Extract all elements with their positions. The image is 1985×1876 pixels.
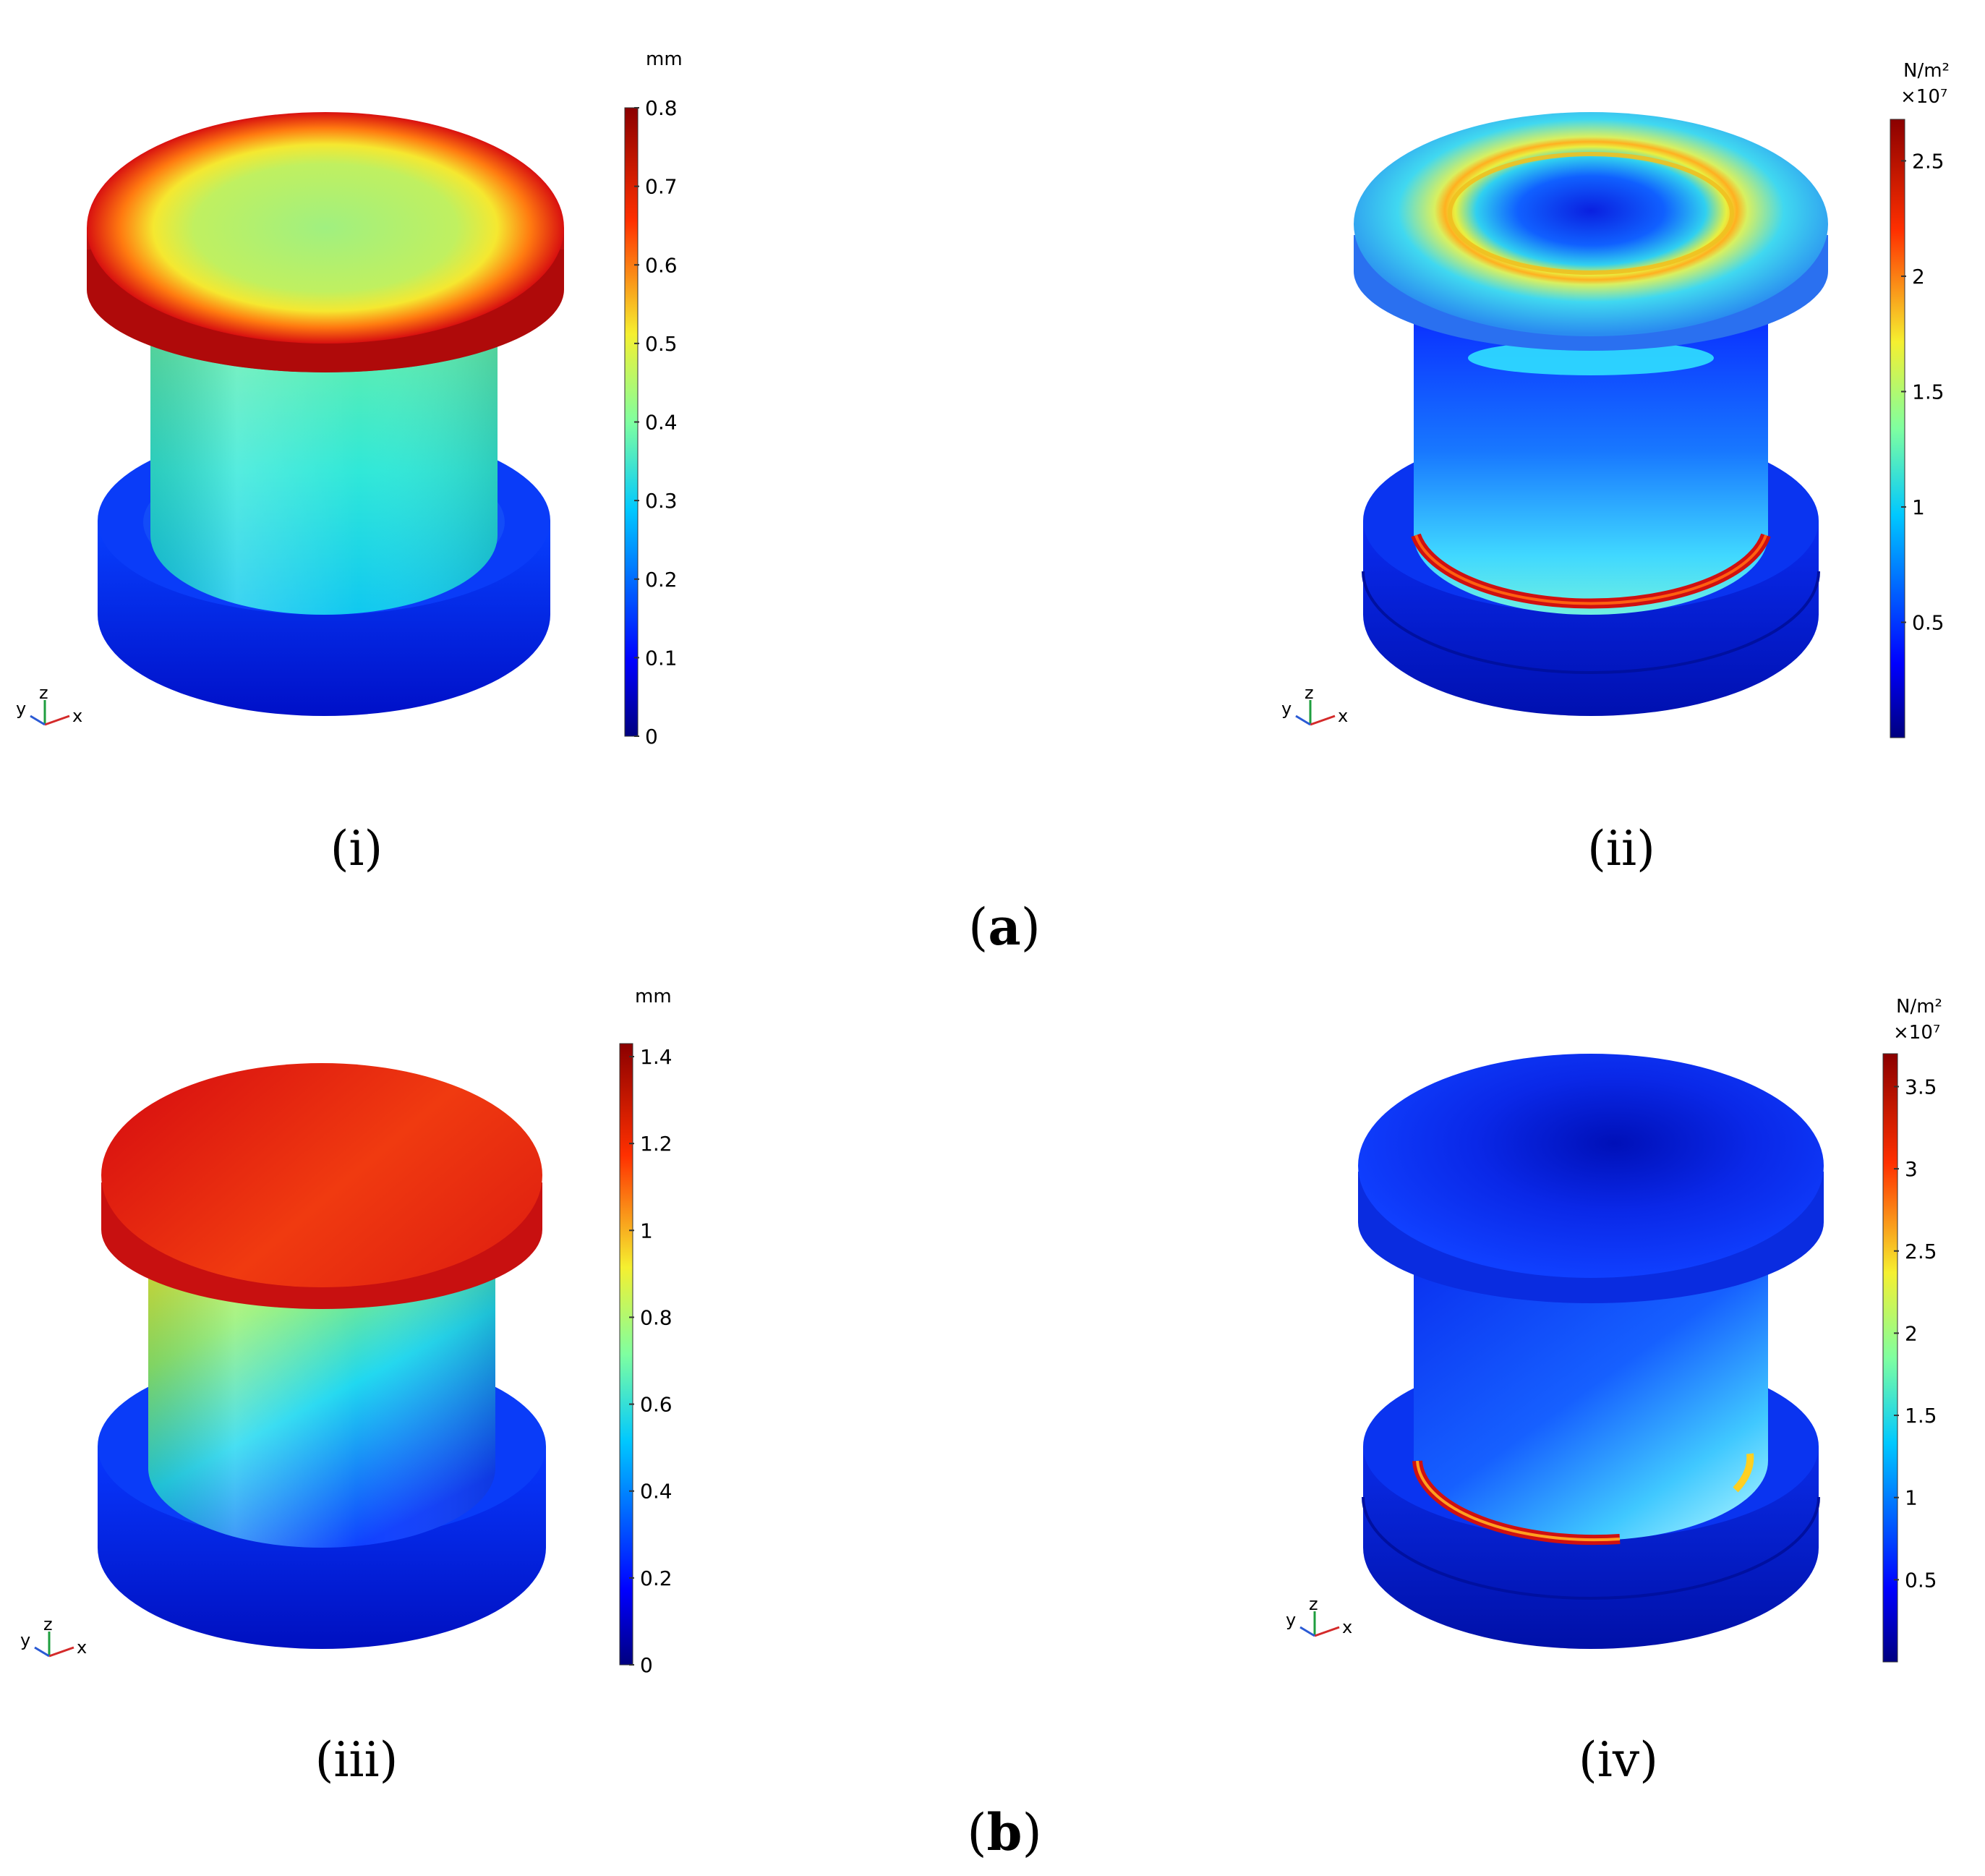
colorbar-ii: N/m² ×10⁷ [1890, 60, 1950, 738]
axis-x-label: x [72, 706, 82, 726]
axis-x-label: x [1342, 1617, 1352, 1637]
colorbar-tick-label: 0.1 [645, 646, 678, 670]
axis-triad-i: y z x [16, 683, 82, 726]
axis-x-label: x [1338, 706, 1348, 726]
colorbar-tick-label: 2.5 [1905, 1240, 1937, 1263]
colorbar-tick-label: 0.3 [645, 489, 678, 513]
colorbar-ticks-iv: 0.5 1 1.5 2 2.5 3 3.5 [1894, 1075, 1937, 1592]
cylinder-model-i [87, 112, 564, 716]
colorbar-tick-label: 0.4 [645, 411, 678, 435]
panel-caption-i: (i) [330, 821, 383, 877]
cylinder-model-iii [98, 1063, 546, 1649]
group-label-b-letter: b [987, 1802, 1023, 1862]
axis-y-label: y [16, 699, 26, 719]
colorbar-unit-iv: N/m² [1896, 996, 1942, 1018]
colorbar-tick-label: 1.4 [640, 1045, 673, 1069]
axis-x-label: x [77, 1637, 87, 1658]
colorbar-tick-label: 1.5 [1912, 380, 1945, 404]
colorbar-ticks-i: 0 0.1 0.2 0.3 0.4 0.5 0.6 0.7 0.8 [634, 96, 678, 749]
axis-y-label: y [20, 1630, 30, 1650]
panel-caption-iv: (iv) [1579, 1732, 1658, 1788]
colorbar-tick-label: 0.5 [645, 332, 678, 356]
colorbar-tick-label: 1.2 [640, 1132, 673, 1156]
colorbar-unit-i: mm [646, 48, 683, 70]
cylinder-model-ii [1354, 112, 1828, 716]
colorbar-exponent-iv: ×10⁷ [1893, 1022, 1940, 1044]
colorbar-iv: N/m² ×10⁷ [1882, 996, 1942, 1663]
colorbar-tick-label: 3 [1905, 1157, 1918, 1181]
axis-z-label: z [1309, 1594, 1318, 1614]
axis-z-label: z [39, 683, 48, 703]
colorbar-tick-label: 0 [640, 1653, 653, 1677]
colorbar-unit-iii: mm [635, 986, 672, 1007]
colorbar-exponent-ii: ×10⁷ [1900, 86, 1947, 108]
colorbar-i: mm [624, 48, 683, 737]
panel-iv: N/m² ×10⁷ 0.5 1 1.5 2 2.5 3 3.5 y z x (iv) [1286, 996, 1942, 1788]
colorbar-tick-label: 1 [1905, 1486, 1918, 1510]
colorbar-tick-label: 1 [640, 1219, 653, 1242]
group-label-a: (a) [968, 897, 1041, 957]
colorbar-tick-label: 2 [1905, 1321, 1918, 1345]
colorbar-tick-label: 0.6 [645, 253, 678, 277]
panel-i: mm 0 0.1 0.2 0.3 0.4 0.5 0.6 0.7 0.8 y z x (i) [16, 48, 683, 877]
colorbar-tick-label: 0.4 [640, 1480, 673, 1504]
panel-caption-iii: (iii) [315, 1732, 398, 1788]
colorbar-tick-label: 2 [1912, 265, 1925, 289]
colorbar-tick-label: 0.5 [1912, 610, 1945, 634]
group-label-a-letter: a [988, 897, 1020, 957]
panel-caption-ii: (ii) [1587, 821, 1655, 877]
colorbar-ticks-iii: 0 0.2 0.4 0.6 0.8 1 1.2 1.4 [629, 1045, 673, 1677]
axis-triad-ii: y z x [1281, 683, 1348, 726]
colorbar-tick-label: 1 [1912, 495, 1925, 519]
axis-triad-iv: y z x [1286, 1594, 1352, 1637]
colorbar-tick-label: 0.7 [645, 175, 678, 199]
axis-y-label: y [1286, 1610, 1296, 1630]
colorbar-tick-label: 0.5 [1905, 1568, 1937, 1592]
colorbar-tick-label: 0.8 [640, 1305, 673, 1329]
colorbar-unit-ii: N/m² [1903, 60, 1950, 82]
colorbar-tick-label: 0.6 [640, 1393, 673, 1417]
axis-z-label: z [43, 1614, 53, 1634]
panel-ii: N/m² ×10⁷ 0.5 1 1.5 2 2.5 y z x (ii) [1281, 60, 1950, 877]
colorbar-ticks-ii: 0.5 1 1.5 2 2.5 [1901, 149, 1945, 634]
colorbar-tick-label: 0.2 [640, 1566, 673, 1590]
colorbar-iii: mm [619, 986, 672, 1666]
panel-iii: mm 0 0.2 0.4 0.6 0.8 1 1.2 1.4 y z x (iii) [20, 986, 673, 1788]
group-label-b: (b) [967, 1802, 1042, 1862]
colorbar-tick-label: 0.8 [645, 96, 678, 120]
colorbar-tick-label: 0.2 [645, 568, 678, 592]
cylinder-model-iv [1358, 1054, 1824, 1649]
colorbar-tick-label: 3.5 [1905, 1075, 1937, 1099]
axis-triad-iii: y z x [20, 1614, 87, 1658]
colorbar-tick-label: 2.5 [1912, 149, 1945, 173]
colorbar-tick-label: 1.5 [1905, 1404, 1937, 1428]
axis-y-label: y [1281, 699, 1292, 719]
axis-z-label: z [1305, 683, 1314, 703]
colorbar-tick-label: 0 [645, 725, 658, 749]
